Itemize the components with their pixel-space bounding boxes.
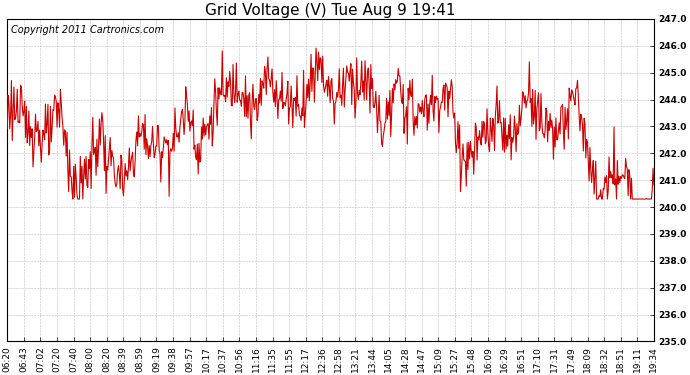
Text: Copyright 2011 Cartronics.com: Copyright 2011 Cartronics.com [10,26,164,35]
Title: Grid Voltage (V) Tue Aug 9 19:41: Grid Voltage (V) Tue Aug 9 19:41 [206,3,456,18]
